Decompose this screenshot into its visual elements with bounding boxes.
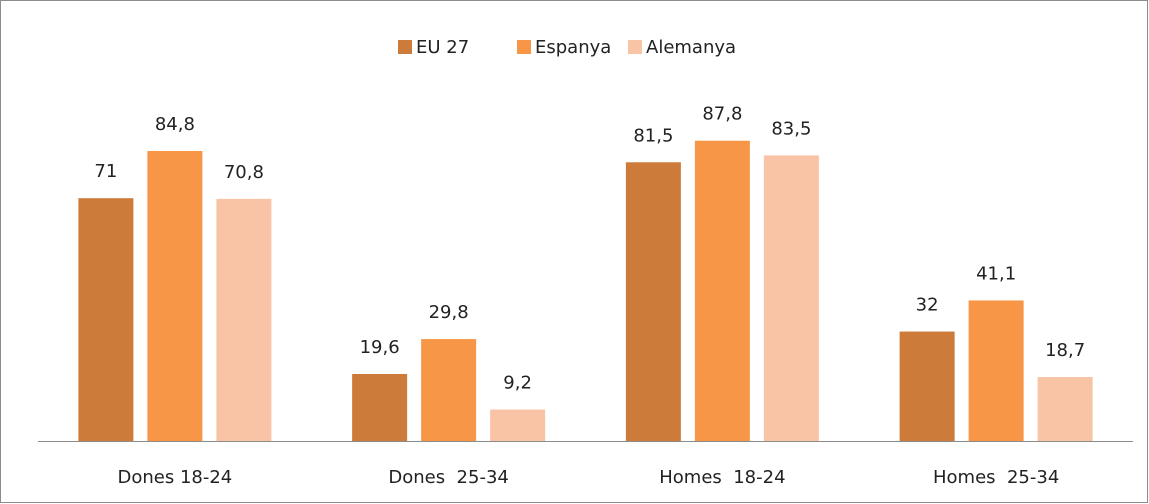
data-label: 9,2: [503, 373, 532, 394]
bar: [899, 331, 955, 441]
x-tick-label: Dones 25-34: [388, 467, 508, 488]
bar: [694, 140, 750, 441]
data-label: 83,5: [771, 118, 811, 139]
bar: [147, 150, 203, 441]
legend-label: EU 27: [416, 37, 469, 58]
bar: [78, 198, 134, 441]
bar: [1037, 377, 1093, 441]
data-label: 32: [916, 295, 939, 316]
x-tick-label: Homes 25-34: [933, 467, 1059, 488]
bar: [763, 155, 819, 441]
data-label: 70,8: [224, 162, 264, 183]
legend-label: Espanya: [535, 37, 611, 58]
legend-swatch: [517, 40, 531, 54]
x-tick-label: Homes 18-24: [659, 467, 785, 488]
legend-swatch: [398, 40, 412, 54]
bar: [421, 339, 477, 441]
bar: [625, 162, 681, 441]
data-label: 87,8: [702, 104, 742, 125]
legend-label: Alemanya: [646, 37, 736, 58]
data-label: 84,8: [155, 114, 195, 135]
data-label: 81,5: [633, 125, 673, 146]
data-label: 19,6: [360, 337, 400, 358]
legend-swatch: [628, 40, 642, 54]
data-label: 41,1: [976, 263, 1016, 284]
bar: [968, 300, 1024, 441]
data-label: 18,7: [1045, 340, 1085, 361]
x-tick-label: Dones 18-24: [117, 467, 232, 488]
bar: [352, 373, 408, 441]
data-label: 29,8: [429, 302, 469, 323]
bar: [490, 409, 546, 441]
data-label: 71: [94, 161, 117, 182]
bar: [216, 198, 272, 441]
